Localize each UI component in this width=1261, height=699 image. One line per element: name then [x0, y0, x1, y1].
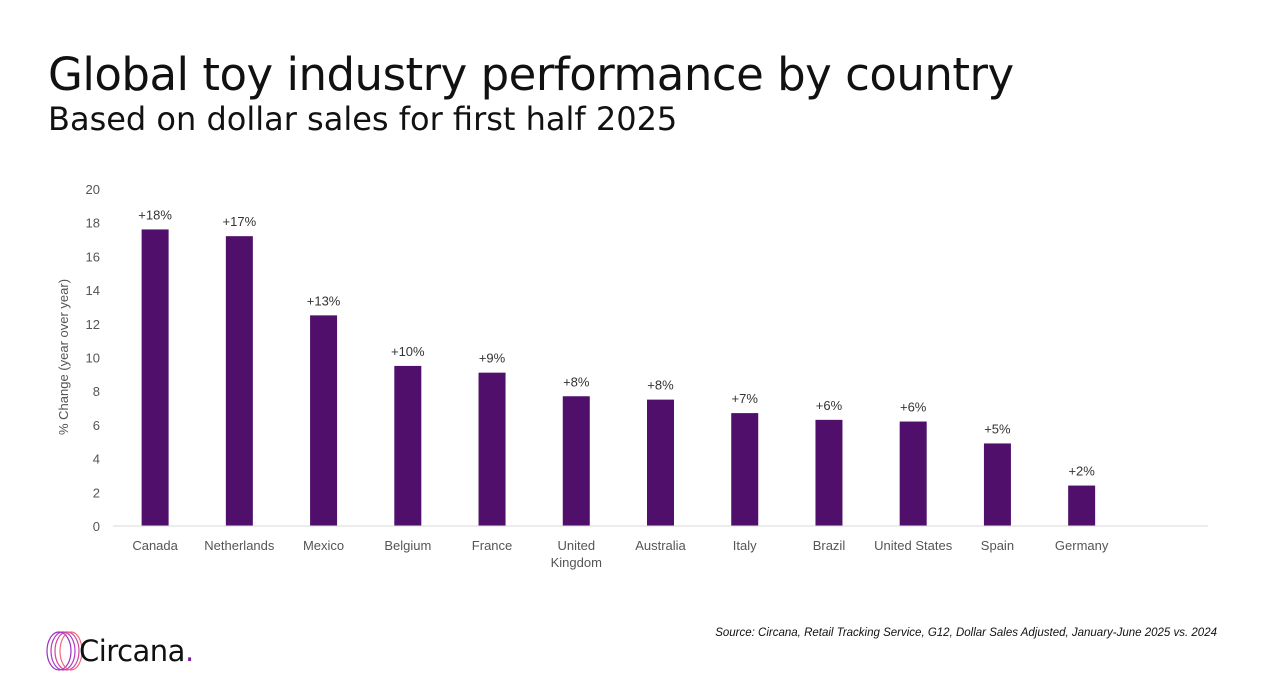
data-label: +8% — [647, 378, 674, 393]
bar-spain — [983, 443, 1011, 526]
y-tick-label: 2 — [93, 485, 100, 500]
data-label: +5% — [984, 421, 1011, 436]
data-label: +6% — [816, 398, 843, 413]
data-label: +18% — [138, 207, 172, 222]
x-tick-label: Brazil — [813, 538, 846, 553]
logo-text: Circana — [79, 634, 185, 668]
y-tick-label: 0 — [93, 519, 100, 534]
y-tick-label: 8 — [93, 384, 100, 399]
bar-france — [478, 372, 506, 526]
data-label: +8% — [563, 374, 590, 389]
y-tick-label: 4 — [93, 452, 100, 467]
y-tick-label: 12 — [86, 317, 100, 332]
x-tick-label: Belgium — [384, 538, 431, 553]
x-tick-label: Canada — [132, 538, 178, 553]
x-tick-label: Kingdom — [551, 555, 602, 570]
data-label: +9% — [479, 351, 506, 366]
logo-dot: . — [184, 634, 195, 668]
bar-germany — [1068, 485, 1096, 526]
x-tick-label: France — [472, 538, 512, 553]
data-label: +17% — [223, 214, 257, 229]
circana-logo: Circana. — [45, 630, 194, 672]
chart-title: Global toy industry performance by count… — [48, 48, 1014, 101]
x-tick-label: United — [557, 538, 595, 553]
y-tick-label: 6 — [93, 418, 100, 433]
x-tick-label: Australia — [635, 538, 686, 553]
x-tick-label: Spain — [981, 538, 1014, 553]
x-tick-label: Mexico — [303, 538, 344, 553]
bar-netherlands — [225, 236, 253, 526]
source-note: Source: Circana, Retail Tracking Service… — [715, 627, 1217, 639]
data-label: +10% — [391, 344, 425, 359]
y-tick-label: 14 — [86, 283, 100, 298]
y-tick-label: 20 — [86, 182, 100, 197]
data-label: +13% — [307, 293, 341, 308]
bar-united-states — [899, 421, 927, 526]
y-tick-label: 16 — [86, 249, 100, 264]
x-tick-label: United States — [874, 538, 953, 553]
y-axis-label: % Change (year over year) — [56, 279, 71, 435]
bar-brazil — [815, 419, 843, 526]
bar-italy — [731, 413, 759, 526]
data-label: +6% — [900, 400, 927, 415]
y-tick-label: 10 — [86, 351, 100, 366]
circana-rings-icon — [46, 631, 83, 671]
bar-belgium — [394, 365, 422, 526]
x-tick-label: Netherlands — [204, 538, 275, 553]
bar-mexico — [310, 315, 338, 526]
bar-united-kingdom — [562, 396, 590, 526]
x-tick-label: Italy — [733, 538, 757, 553]
data-label: +2% — [1068, 464, 1095, 479]
chart-subtitle: Based on dollar sales for first half 202… — [48, 100, 678, 138]
x-tick-label: Germany — [1055, 538, 1109, 553]
bar-australia — [647, 399, 674, 526]
bar-canada — [141, 229, 169, 526]
y-tick-label: 18 — [86, 216, 100, 231]
data-label: +7% — [732, 391, 759, 406]
